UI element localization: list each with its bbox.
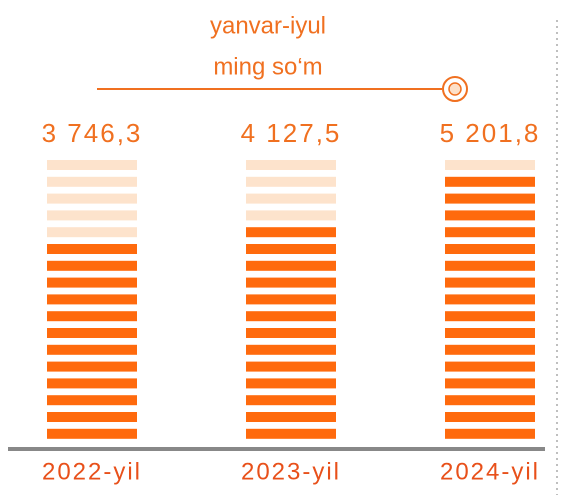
value-label: 3 746,3 bbox=[42, 118, 143, 148]
bar-stripe bbox=[47, 294, 137, 305]
bar-stripe bbox=[246, 260, 336, 271]
bar-stripe bbox=[246, 395, 336, 406]
bar-stripe bbox=[246, 378, 336, 389]
bar-stripe bbox=[445, 412, 535, 422]
bar-stripe bbox=[47, 412, 137, 422]
x-tick-label: 2023-yil bbox=[241, 458, 341, 485]
bar-stripe bbox=[445, 311, 535, 322]
bar-stripe bbox=[47, 428, 137, 439]
bar-stripe bbox=[246, 176, 336, 187]
bar-stripe bbox=[246, 311, 336, 322]
bar-stripe bbox=[445, 361, 535, 372]
bar-stripe bbox=[445, 428, 535, 439]
bar-stripe bbox=[47, 160, 137, 170]
subtitle: ming so‘m bbox=[213, 53, 322, 80]
bar-stripe bbox=[445, 227, 535, 238]
bar-stripe bbox=[445, 210, 535, 221]
bar-stripe bbox=[246, 277, 336, 288]
bar bbox=[445, 160, 535, 439]
bar bbox=[47, 160, 137, 439]
bar-stripe bbox=[445, 176, 535, 187]
bar-stripe bbox=[246, 328, 336, 338]
subtitle: yanvar-iyul bbox=[210, 12, 326, 39]
bar-stripe bbox=[47, 311, 137, 322]
bar-stripe bbox=[47, 344, 137, 355]
bar-stripe bbox=[47, 260, 137, 271]
bar bbox=[246, 160, 336, 439]
bar-stripe bbox=[445, 378, 535, 389]
x-tick-label: 2022-yil bbox=[42, 458, 142, 485]
bar-stripe bbox=[445, 395, 535, 406]
bar-stripe bbox=[47, 210, 137, 221]
decor-icon bbox=[448, 82, 462, 96]
bar-stripe bbox=[47, 277, 137, 288]
bar-stripe bbox=[246, 193, 336, 204]
bar-stripe bbox=[47, 328, 137, 338]
bar-stripe bbox=[445, 277, 535, 288]
bar-stripe bbox=[246, 244, 336, 254]
bar-stripe bbox=[246, 344, 336, 355]
bar-stripe bbox=[47, 378, 137, 389]
bar-stripe bbox=[246, 361, 336, 372]
bar-stripe bbox=[47, 227, 137, 238]
value-label: 5 201,8 bbox=[440, 118, 541, 148]
bar-stripe bbox=[47, 176, 137, 187]
bar-stripe bbox=[445, 294, 535, 305]
bar-stripe bbox=[445, 193, 535, 204]
bar-stripe bbox=[246, 412, 336, 422]
x-tick-label: 2024-yil bbox=[440, 458, 540, 485]
bar-stripe bbox=[47, 193, 137, 204]
decor-icon bbox=[442, 76, 468, 102]
bar-stripe bbox=[47, 361, 137, 372]
bar-stripe bbox=[445, 160, 535, 170]
bar-stripe bbox=[445, 244, 535, 254]
value-label: 4 127,5 bbox=[241, 118, 342, 148]
bar-stripe bbox=[445, 260, 535, 271]
bar-stripe bbox=[445, 344, 535, 355]
bar-stripe bbox=[246, 210, 336, 221]
bar-stripe bbox=[445, 328, 535, 338]
bar-stripe bbox=[47, 244, 137, 254]
bar-stripe bbox=[246, 428, 336, 439]
bar-stripe bbox=[47, 395, 137, 406]
bar-stripe bbox=[246, 227, 336, 238]
bar-stripe bbox=[246, 294, 336, 305]
bar-stripe bbox=[246, 160, 336, 170]
